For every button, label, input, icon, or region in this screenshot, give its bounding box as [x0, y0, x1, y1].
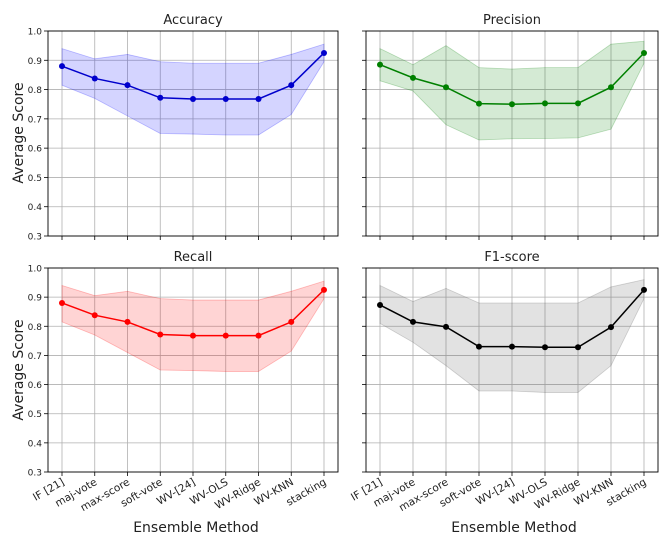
y-tick-label: 0.5 — [28, 410, 42, 420]
data-point — [124, 318, 131, 325]
data-point — [321, 49, 327, 56]
data-point — [509, 343, 515, 350]
y-axis-label-top: Average Score — [11, 82, 27, 183]
data-point — [59, 63, 65, 70]
series-band — [379, 279, 645, 393]
chart-panel-1: Precision — [362, 13, 659, 240]
y-tick-label: 0.7 — [28, 115, 42, 125]
y-tick-label: 0.6 — [28, 145, 43, 155]
data-point — [575, 344, 581, 351]
data-point — [377, 302, 383, 309]
data-point — [190, 332, 196, 339]
data-point — [91, 75, 98, 82]
data-point — [222, 95, 229, 102]
y-tick-label: 1.0 — [28, 28, 43, 38]
y-tick-label: 0.5 — [28, 174, 42, 184]
x-axis-label-left: Ensemble Method — [133, 520, 259, 535]
chart-panel-3: IF [21]maj-votemax-scoresoft-voteWV-[24]… — [349, 250, 659, 514]
data-point — [321, 286, 327, 293]
data-point — [190, 95, 196, 102]
data-point — [443, 323, 449, 330]
chart-title: Precision — [483, 13, 541, 28]
data-point — [222, 332, 229, 339]
y-tick-label: 0.6 — [28, 381, 43, 391]
y-tick-label: 0.8 — [28, 86, 43, 96]
y-axis-label-bottom: Average Score — [11, 319, 27, 420]
y-tick-label: 0.9 — [28, 294, 43, 304]
data-point — [608, 84, 614, 91]
x-axis-label-right: Ensemble Method — [451, 520, 577, 535]
data-point — [377, 61, 383, 68]
y-tick-label: 0.3 — [28, 233, 42, 243]
data-point — [641, 286, 647, 293]
data-point — [542, 344, 548, 351]
data-point — [255, 95, 262, 102]
y-tick-label: 0.9 — [28, 57, 43, 67]
y-tick-label: 0.7 — [28, 352, 42, 362]
series-band — [61, 280, 325, 372]
chart-title: F1-score — [484, 250, 539, 265]
panels: 0.3 0.4 0.5 0.6 0.7 0.8 0.9 1.0 Accuracy Precisio… — [28, 13, 659, 514]
y-tick-label: 0.3 — [28, 469, 42, 479]
data-point — [575, 100, 581, 107]
data-point — [410, 74, 416, 81]
data-point — [641, 49, 647, 56]
series-band — [61, 43, 325, 136]
chart-title: Accuracy — [163, 13, 223, 28]
series-band — [379, 40, 645, 141]
data-point — [288, 318, 295, 325]
y-tick-label: 0.4 — [28, 203, 43, 213]
y-tick-label: 1.0 — [28, 265, 43, 275]
chart-title: Recall — [174, 250, 213, 265]
y-tick-label: 0.8 — [28, 323, 43, 333]
data-point — [410, 318, 416, 325]
data-point — [59, 299, 65, 306]
data-point — [443, 84, 449, 91]
data-point — [157, 331, 164, 338]
data-point — [509, 101, 515, 108]
data-point — [476, 100, 482, 107]
data-point — [476, 343, 482, 350]
data-point — [255, 332, 262, 339]
data-point — [608, 324, 614, 331]
chart-panel-0: 0.3 0.4 0.5 0.6 0.7 0.8 0.9 1.0 Accuracy — [28, 13, 339, 243]
data-point — [288, 82, 295, 89]
data-point — [91, 312, 98, 319]
y-tick-label: 0.4 — [28, 439, 43, 449]
data-point — [124, 82, 131, 89]
chart-panel-2: 0.30.40.50.60.70.80.91.0IF [21]maj-votem… — [28, 250, 339, 514]
data-point — [542, 100, 548, 107]
data-point — [157, 94, 164, 101]
